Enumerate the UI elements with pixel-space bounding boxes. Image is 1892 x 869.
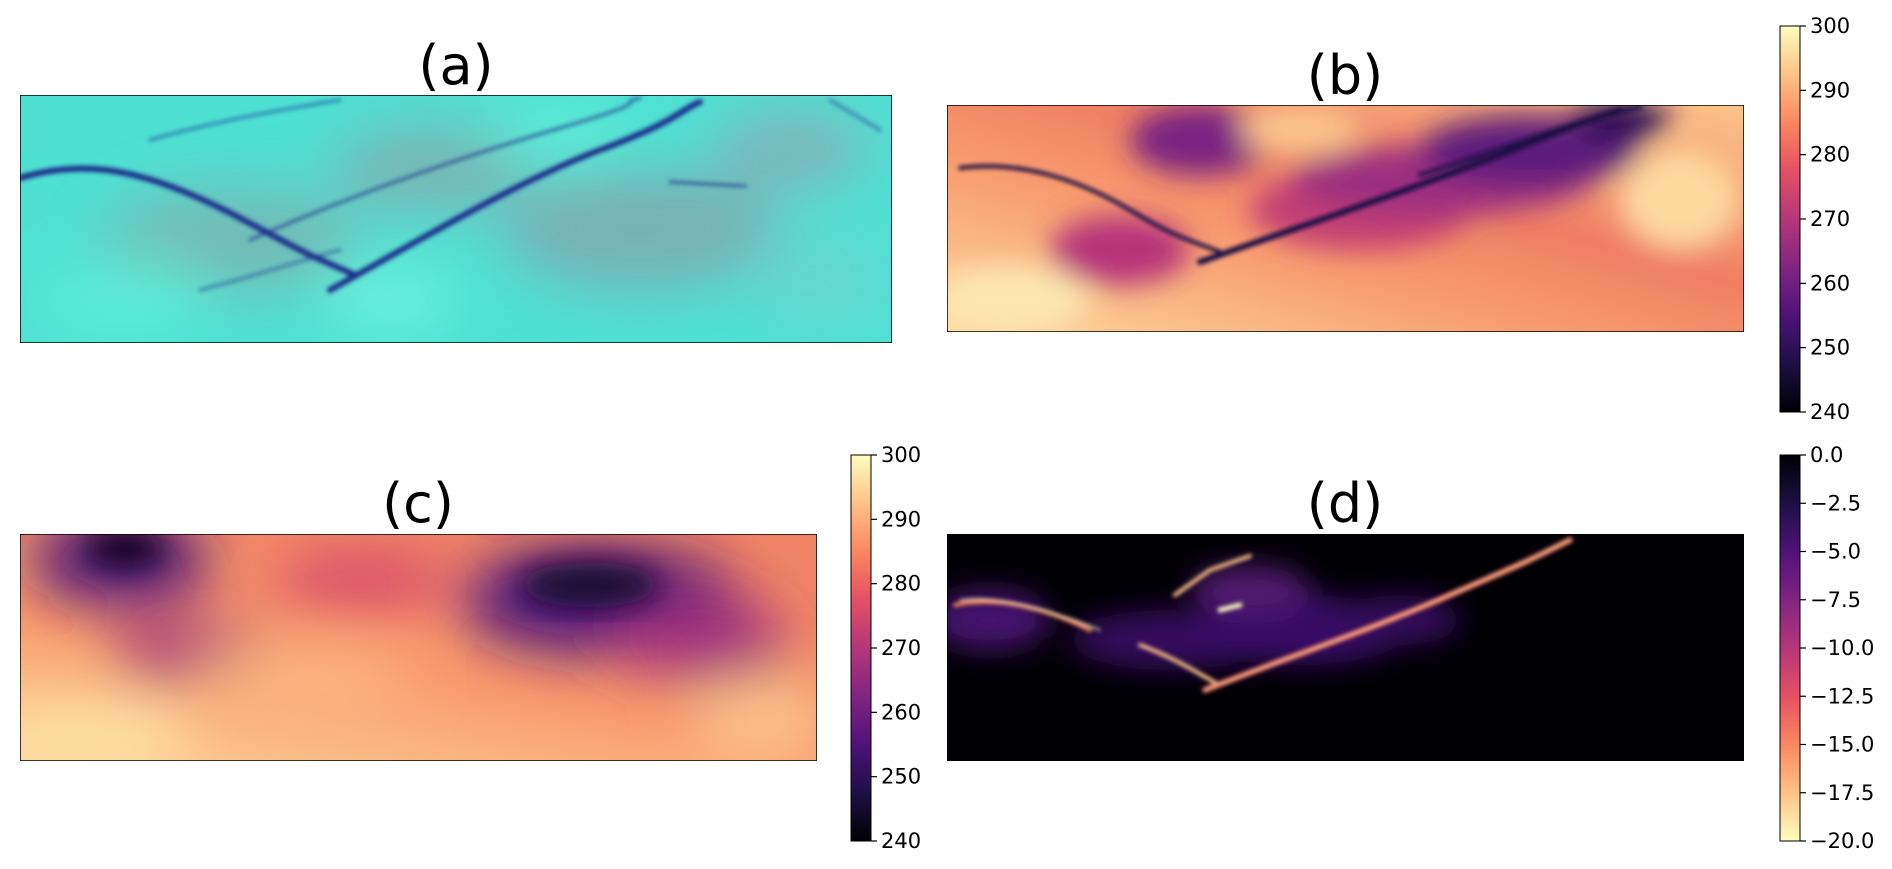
panel-c-heatmap — [20, 534, 817, 761]
panel-a-title: (a) — [418, 34, 493, 97]
colorbar-c: 240 250 260 270 280 290 300 — [850, 443, 921, 853]
colorbar-d-tick-label: −17.5 — [1810, 781, 1874, 805]
colorbar-b-tick-label: 240 — [1810, 400, 1850, 424]
colorbar-d-tick-label: −12.5 — [1810, 684, 1874, 708]
colorbar-c-tick-label: 270 — [881, 636, 921, 660]
colorbar-c-tick-label: 290 — [881, 507, 921, 531]
colorbar-b-tick-label: 280 — [1810, 143, 1850, 167]
colorbar-b-tick-label: 270 — [1810, 207, 1850, 231]
colorbar-c-tick-label: 260 — [881, 700, 921, 724]
colorbar-c-tick-label: 250 — [881, 765, 921, 789]
colorbar-c-tick-label: 240 — [881, 829, 921, 853]
colorbar-d-tick-label: −2.5 — [1810, 491, 1861, 515]
colorbar-d-tick-label: 0.0 — [1810, 443, 1843, 467]
panel-d-heatmap — [947, 534, 1744, 761]
colorbar-d-tick-label: −20.0 — [1810, 829, 1874, 853]
colorbar-b-tick-label: 250 — [1810, 336, 1850, 360]
colorbar-d: −20.0 −17.5 −15.0 −12.5 −10.0 −7.5 −5.0 −2.5 0.0 — [1779, 443, 1874, 853]
panel-c-title: (c) — [382, 472, 454, 535]
colorbar-d-tick-label: −10.0 — [1810, 636, 1874, 660]
colorbar-d-bar — [1779, 454, 1801, 842]
colorbar-c-tick-label: 280 — [881, 572, 921, 596]
panel-a-image — [20, 95, 892, 343]
panel-b-heatmap — [947, 105, 1744, 332]
colorbar-d-tick-label: −7.5 — [1810, 588, 1861, 612]
panel-b-title: (b) — [1307, 44, 1383, 107]
colorbar-b-bar — [1779, 25, 1801, 413]
panel-d-title: (d) — [1307, 472, 1383, 535]
colorbar-b-tick-label: 260 — [1810, 271, 1850, 295]
colorbar-d-tick-label: −15.0 — [1810, 733, 1874, 757]
colorbar-b-tick-label: 290 — [1810, 78, 1850, 102]
colorbar-b-tick-label: 300 — [1810, 14, 1850, 38]
colorbar-c-tick-label: 300 — [881, 443, 921, 467]
colorbar-d-tick-label: −5.0 — [1810, 540, 1861, 564]
colorbar-b: 240 250 260 270 280 290 300 — [1779, 14, 1850, 424]
colorbar-c-bar — [850, 454, 872, 842]
